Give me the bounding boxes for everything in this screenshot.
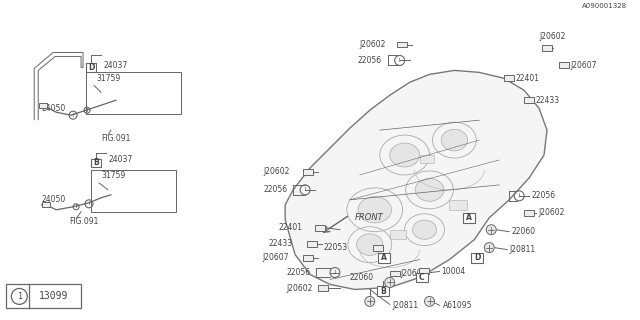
Bar [471, 252, 483, 262]
Text: 24037: 24037 [109, 156, 133, 164]
Bar [415, 273, 428, 283]
Text: J20602: J20602 [263, 167, 290, 176]
Text: 22401: 22401 [515, 74, 539, 83]
Text: 22060: 22060 [349, 273, 374, 282]
Text: 24050: 24050 [41, 104, 65, 113]
Bar [419, 268, 429, 274]
Bar [91, 158, 101, 167]
Ellipse shape [413, 220, 436, 239]
Text: FIG.091: FIG.091 [101, 133, 131, 143]
Bar [315, 225, 325, 231]
Text: J20602: J20602 [360, 40, 386, 49]
Text: I: I [76, 204, 77, 209]
Bar [86, 63, 96, 72]
Bar [42, 202, 50, 207]
Text: FRONT: FRONT [355, 213, 383, 222]
Bar [463, 213, 476, 223]
Text: 22433: 22433 [268, 239, 292, 248]
Circle shape [484, 243, 494, 252]
Circle shape [424, 296, 435, 306]
Text: 31759: 31759 [101, 172, 125, 180]
Text: FIG.091: FIG.091 [69, 217, 99, 226]
Text: J20811: J20811 [509, 245, 535, 254]
Text: 1: 1 [17, 292, 22, 301]
Text: 13099: 13099 [38, 292, 68, 301]
Bar [86, 72, 180, 114]
Bar [390, 230, 406, 239]
Bar [372, 244, 383, 251]
Text: C: C [419, 273, 424, 282]
Circle shape [486, 225, 496, 235]
Text: I: I [399, 58, 401, 63]
Text: D: D [474, 253, 481, 262]
Ellipse shape [390, 143, 420, 167]
Text: J20602: J20602 [286, 284, 312, 293]
Text: 22056: 22056 [358, 56, 382, 65]
Bar [390, 270, 399, 276]
Bar [6, 284, 81, 308]
Bar [303, 169, 313, 175]
Text: J20607: J20607 [570, 61, 596, 70]
Text: A: A [381, 253, 387, 262]
Bar [559, 62, 569, 68]
Text: 22056: 22056 [531, 191, 556, 200]
Text: 10004: 10004 [442, 267, 466, 276]
Bar [449, 200, 467, 210]
Text: 22060: 22060 [511, 227, 535, 236]
Bar [397, 42, 406, 47]
Ellipse shape [358, 197, 392, 223]
Circle shape [385, 277, 395, 287]
Bar [307, 241, 317, 247]
Text: 31759: 31759 [96, 74, 120, 83]
Text: J20602: J20602 [538, 208, 564, 217]
Text: B: B [93, 158, 99, 167]
Text: 22433: 22433 [535, 96, 559, 105]
Bar [377, 286, 388, 296]
Bar [318, 285, 328, 292]
Ellipse shape [356, 234, 383, 255]
Text: I: I [334, 270, 336, 275]
Text: D: D [88, 63, 94, 72]
Text: 22056: 22056 [263, 185, 287, 194]
Polygon shape [285, 70, 547, 289]
Bar [420, 155, 433, 163]
Text: 24037: 24037 [104, 61, 128, 70]
Text: B: B [380, 287, 386, 296]
Text: I: I [88, 201, 90, 206]
Text: A090001328: A090001328 [582, 3, 627, 9]
Bar [91, 170, 175, 212]
Text: 24050: 24050 [41, 195, 65, 204]
Bar [39, 103, 47, 108]
Bar [303, 255, 313, 260]
Text: I: I [518, 193, 520, 198]
Ellipse shape [441, 129, 468, 151]
Text: I: I [72, 113, 74, 118]
Text: J20602: J20602 [401, 269, 427, 278]
Text: 22053: 22053 [324, 243, 348, 252]
Text: 22056: 22056 [286, 268, 310, 277]
Text: A: A [467, 213, 472, 222]
Text: J20602: J20602 [539, 32, 565, 41]
Text: A61095: A61095 [442, 301, 472, 310]
Text: J20811: J20811 [393, 301, 419, 310]
Bar [524, 210, 534, 216]
Text: I: I [86, 108, 88, 113]
Bar [542, 45, 552, 52]
Bar [524, 97, 534, 103]
Ellipse shape [415, 179, 444, 201]
Bar [504, 76, 514, 81]
Circle shape [365, 296, 375, 306]
Text: 22401: 22401 [278, 223, 302, 232]
Text: I: I [304, 188, 306, 192]
Bar [378, 252, 390, 262]
Text: J20607: J20607 [262, 253, 289, 262]
